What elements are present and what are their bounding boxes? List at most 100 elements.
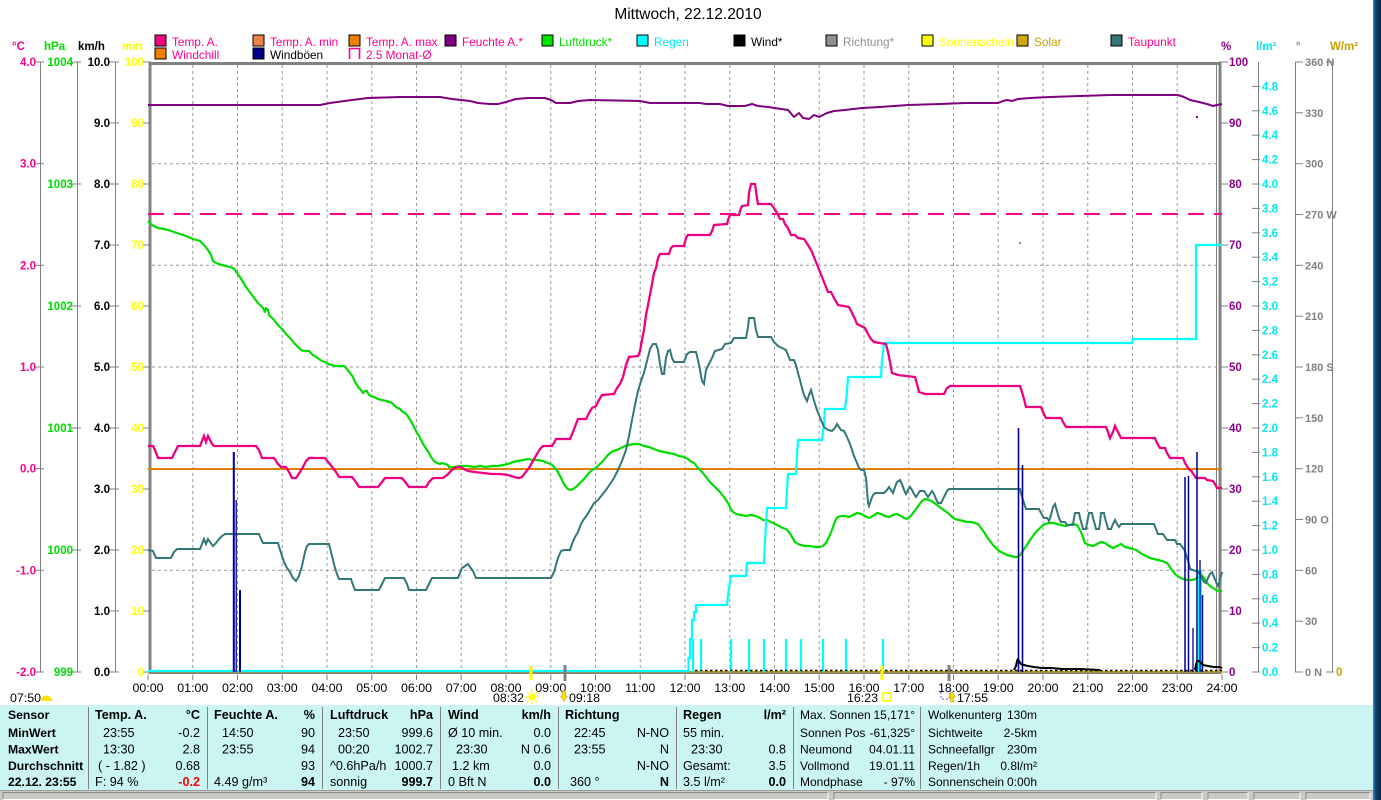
svg-text:23:55: 23:55 xyxy=(103,726,135,740)
svg-text:l/m²: l/m² xyxy=(1256,41,1277,53)
svg-text:30: 30 xyxy=(131,484,144,496)
svg-text:0.4: 0.4 xyxy=(1262,618,1279,630)
svg-text:Sonnenschein: Sonnenschein xyxy=(939,35,1014,49)
svg-text:1001: 1001 xyxy=(47,423,73,435)
svg-text:Gesamt:: Gesamt: xyxy=(683,759,731,773)
svg-text:4.49 g/m³: 4.49 g/m³ xyxy=(214,775,267,789)
svg-text:hPa: hPa xyxy=(44,41,66,53)
svg-text:W/m²: W/m² xyxy=(1330,41,1358,53)
svg-text:11:00: 11:00 xyxy=(625,681,655,695)
svg-text:70: 70 xyxy=(1229,240,1242,252)
svg-text:0.0: 0.0 xyxy=(20,464,36,476)
svg-text:3.8: 3.8 xyxy=(1262,203,1279,215)
svg-text:Temp. A.: Temp. A. xyxy=(95,708,147,722)
svg-text:300: 300 xyxy=(1305,159,1323,171)
svg-text:6.0: 6.0 xyxy=(94,301,110,313)
svg-text:16:00: 16:00 xyxy=(848,681,879,695)
svg-text:4.8: 4.8 xyxy=(1262,81,1279,93)
svg-text:14:00: 14:00 xyxy=(759,681,790,695)
svg-text:Windböen: Windböen xyxy=(270,48,323,62)
svg-text:4.0: 4.0 xyxy=(94,423,110,435)
svg-text:19.01.11: 19.01.11 xyxy=(869,759,915,773)
svg-text:13:30: 13:30 xyxy=(103,743,135,757)
svg-text:23:30: 23:30 xyxy=(456,743,488,757)
svg-text:N 0.6: N 0.6 xyxy=(521,743,551,757)
svg-text:30: 30 xyxy=(1229,484,1242,496)
svg-text:0:00h: 0:00h xyxy=(1007,775,1037,789)
svg-text:1.2: 1.2 xyxy=(1262,521,1278,533)
svg-text:0: 0 xyxy=(138,667,144,679)
svg-text:Sonnen Pos: Sonnen Pos xyxy=(800,726,865,740)
svg-text:2.8: 2.8 xyxy=(182,743,200,757)
svg-text:90: 90 xyxy=(131,118,144,130)
svg-text:180 S: 180 S xyxy=(1305,362,1334,374)
svg-text:Regen: Regen xyxy=(683,708,722,722)
svg-text:7.0: 7.0 xyxy=(94,240,110,252)
svg-text:km/h: km/h xyxy=(78,41,105,53)
svg-text:30: 30 xyxy=(1305,616,1317,628)
svg-text:0.8: 0.8 xyxy=(1262,569,1279,581)
svg-text:150: 150 xyxy=(1305,413,1323,425)
svg-text:00:20: 00:20 xyxy=(338,743,370,757)
svg-text:23:55: 23:55 xyxy=(574,743,606,757)
svg-text:360 °: 360 ° xyxy=(570,775,600,789)
svg-text:3.4: 3.4 xyxy=(1262,252,1279,264)
svg-text:330: 330 xyxy=(1305,108,1323,120)
svg-text:999: 999 xyxy=(54,667,73,679)
svg-text:1.0: 1.0 xyxy=(20,362,36,374)
svg-text:8.0: 8.0 xyxy=(94,179,110,191)
svg-text:230m: 230m xyxy=(1007,743,1037,757)
svg-text:0.0: 0.0 xyxy=(1262,667,1278,679)
svg-text:hPa: hPa xyxy=(410,708,434,722)
svg-text:Durchschnitt: Durchschnitt xyxy=(8,759,83,773)
svg-text:Regen/1h: Regen/1h xyxy=(928,759,980,773)
svg-text:1000: 1000 xyxy=(47,545,73,557)
svg-text:km/h: km/h xyxy=(522,708,551,722)
svg-text:Richtung: Richtung xyxy=(565,708,620,722)
svg-text:2.0: 2.0 xyxy=(1262,423,1278,435)
svg-text:100: 100 xyxy=(1229,57,1248,69)
svg-text:Ø 10 min.: Ø 10 min. xyxy=(448,726,503,740)
svg-text:22:00: 22:00 xyxy=(1117,681,1148,695)
svg-text:60: 60 xyxy=(1229,301,1242,313)
svg-text:0 Bft N: 0 Bft N xyxy=(448,775,487,789)
svg-text:°: ° xyxy=(1296,41,1301,53)
svg-text:15:00: 15:00 xyxy=(804,681,835,695)
svg-text:-1.0: -1.0 xyxy=(16,565,36,577)
svg-text:24:00: 24:00 xyxy=(1206,681,1237,695)
svg-text:70: 70 xyxy=(131,240,144,252)
svg-text:0.8l/m²: 0.8l/m² xyxy=(1000,759,1037,773)
svg-text:08:00: 08:00 xyxy=(490,681,521,695)
svg-text:10: 10 xyxy=(1229,606,1242,618)
svg-text:1003: 1003 xyxy=(47,179,73,191)
svg-text:09:00: 09:00 xyxy=(535,681,566,695)
svg-text:1.2 km: 1.2 km xyxy=(452,759,490,773)
svg-text:17:00: 17:00 xyxy=(893,681,924,695)
svg-text:23:00: 23:00 xyxy=(1162,681,1193,695)
svg-text:4.0: 4.0 xyxy=(1262,179,1278,191)
svg-text:3.5 l/m²: 3.5 l/m² xyxy=(683,775,725,789)
svg-text:23:30: 23:30 xyxy=(691,743,723,757)
svg-text:360 N: 360 N xyxy=(1305,57,1334,69)
svg-text:0 N: 0 N xyxy=(1305,667,1322,679)
svg-text:03:00: 03:00 xyxy=(267,681,298,695)
svg-text:00:00: 00:00 xyxy=(132,681,163,695)
svg-text:0: 0 xyxy=(1336,667,1342,679)
svg-text:22.12. 23:55: 22.12. 23:55 xyxy=(8,775,77,789)
svg-text:Feuchte A.: Feuchte A. xyxy=(214,708,278,722)
svg-text:55 min.: 55 min. xyxy=(683,726,724,740)
svg-text:0.2: 0.2 xyxy=(1262,643,1278,655)
svg-text:14:50: 14:50 xyxy=(222,726,254,740)
svg-text:4.0: 4.0 xyxy=(20,57,36,69)
svg-text:1.0: 1.0 xyxy=(1262,545,1278,557)
svg-text:40: 40 xyxy=(131,423,144,435)
svg-text:120: 120 xyxy=(1305,464,1323,476)
svg-text:Temp. A. max: Temp. A. max xyxy=(366,35,438,49)
svg-text:2.0: 2.0 xyxy=(94,545,110,557)
svg-text:Mittwoch, 22.12.2010: Mittwoch, 22.12.2010 xyxy=(614,6,762,23)
svg-text:2-5km: 2-5km xyxy=(1004,726,1037,740)
svg-text:Max. Sonnen: Max. Sonnen xyxy=(800,708,871,722)
svg-text:- 97%: - 97% xyxy=(884,775,916,789)
svg-text:20:00: 20:00 xyxy=(1027,681,1058,695)
svg-text:Luftdruck*: Luftdruck* xyxy=(559,35,613,49)
